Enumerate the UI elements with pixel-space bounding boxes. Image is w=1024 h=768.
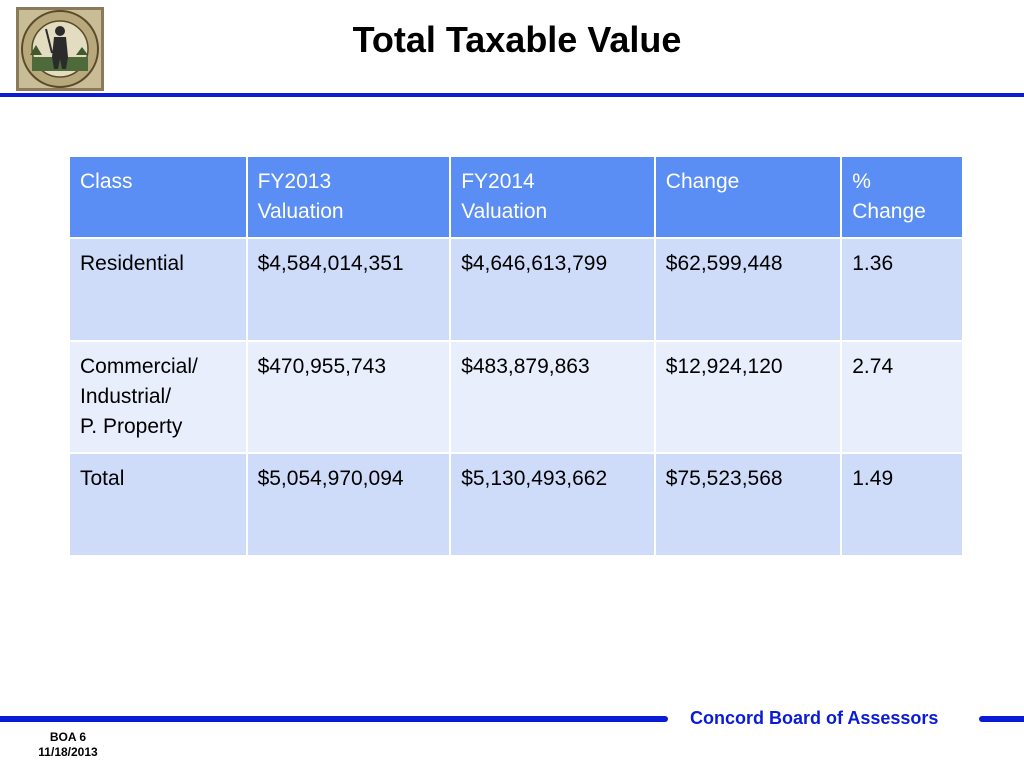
header-fy2013: FY2013 Valuation [245,155,452,239]
taxable-value-table: Class FY2013 Valuation FY2014 Valuation … [68,155,964,557]
town-seal-icon [16,7,104,91]
header-fy2013-line1: FY2013 [257,170,332,193]
cell-fy2013: $470,955,743 [245,340,452,454]
footer-divider-left [0,716,668,722]
cell-fy2014: $4,646,613,799 [449,237,656,342]
class-label: Residential [80,252,184,275]
cell-pct-change: 2.74 [840,340,964,454]
header-fy2014-line1: FY2014 [461,170,535,193]
slide-footer-id: BOA 6 11/18/2013 [26,730,110,760]
header-pct-change: % Change [840,155,964,239]
cell-pct-change: 1.49 [840,452,964,557]
cell-class: Commercial/ Industrial/ P. Property [68,340,248,454]
table-row-residential: Residential $4,584,014,351 $4,646,613,79… [68,237,964,342]
header-change-label: Change [665,170,740,193]
cell-fy2013: $5,054,970,094 [245,452,452,557]
slide-date: 11/18/2013 [38,745,98,759]
cell-class: Residential [68,237,248,342]
header-pct-line1: % [852,170,871,193]
table-row-total: Total $5,054,970,094 $5,130,493,662 $75,… [68,452,964,557]
organization-name: Concord Board of Assessors [690,708,939,728]
class-label-line3: P. Property [80,415,183,438]
cell-pct-change: 1.36 [840,237,964,342]
cell-change: $12,924,120 [653,340,843,454]
class-label-line2: Industrial/ [80,385,172,408]
header-divider [0,93,1024,97]
cell-class: Total [68,452,248,557]
cell-change: $62,599,448 [653,237,843,342]
header-fy2014: FY2014 Valuation [449,155,656,239]
cell-change: $75,523,568 [653,452,843,557]
class-label: Total [80,467,125,490]
header-fy2014-line2: Valuation [461,200,548,223]
table-row-commercial: Commercial/ Industrial/ P. Property $470… [68,340,964,454]
footer-divider-right [979,716,1024,722]
cell-fy2014: $483,879,863 [449,340,656,454]
page-title: Total Taxable Value [352,19,682,60]
cell-fy2013: $4,584,014,351 [245,237,452,342]
header-change: Change [653,155,843,239]
header-class: Class [68,155,248,239]
cell-fy2014: $5,130,493,662 [449,452,656,557]
header-fy2013-line2: Valuation [257,200,344,223]
table-header-row: Class FY2013 Valuation FY2014 Valuation … [68,155,964,239]
class-label-line1: Commercial/ [80,355,198,378]
header-pct-line2: Change [852,200,926,223]
header-class-label: Class [80,170,133,193]
slide-code: BOA 6 [49,730,87,744]
